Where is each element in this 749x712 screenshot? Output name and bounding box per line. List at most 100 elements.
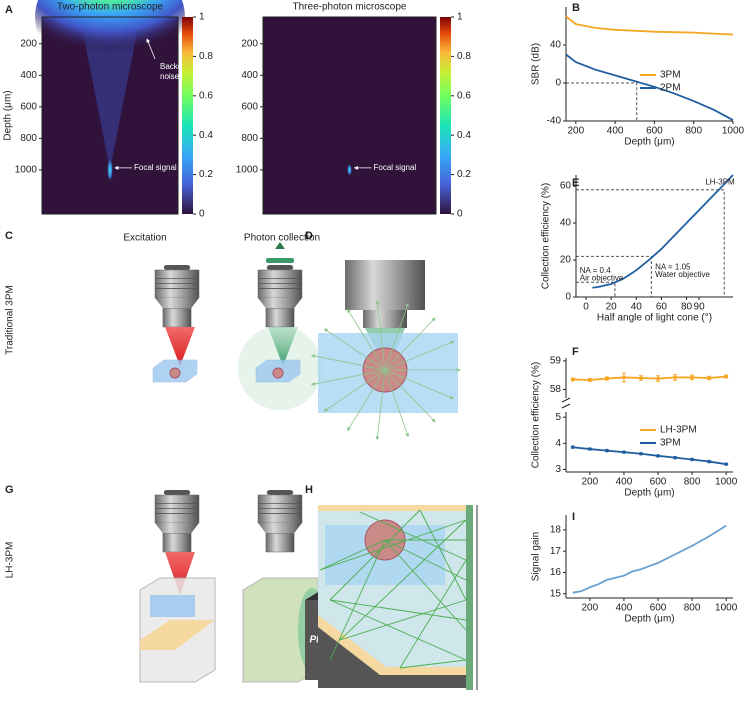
x-tick-label: 40 bbox=[631, 302, 643, 313]
illustration-label: Excitation bbox=[123, 233, 166, 244]
photon-ray bbox=[310, 354, 386, 371]
y-tick-label: 1000 bbox=[15, 165, 38, 176]
point bbox=[588, 447, 592, 451]
photon-ray bbox=[347, 369, 386, 432]
x-tick-label: 600 bbox=[650, 477, 667, 488]
colorbar-tick-label: 0.6 bbox=[457, 90, 471, 101]
y-tick-label: -40 bbox=[547, 116, 562, 127]
annotation: Air objective bbox=[580, 274, 624, 283]
point bbox=[622, 450, 626, 454]
photon-ray bbox=[329, 509, 421, 601]
chart-title: Two-photon microscope bbox=[57, 2, 164, 13]
annotation: LH-3PM bbox=[705, 178, 735, 187]
x-tick-label: 600 bbox=[646, 126, 663, 137]
legend-label: LH-3PM bbox=[660, 425, 697, 436]
point bbox=[673, 375, 677, 380]
photon-ray bbox=[329, 599, 467, 621]
colorbar-tick-label: 1 bbox=[457, 12, 463, 23]
photon-ray bbox=[384, 317, 436, 371]
objective-tip bbox=[162, 308, 192, 328]
photon-ray bbox=[319, 519, 467, 571]
y-tick-label: 15 bbox=[550, 588, 562, 599]
colorbar-tick-label: 0.4 bbox=[457, 130, 471, 141]
y-tick-label: 40 bbox=[550, 40, 562, 51]
y-tick-label: 600 bbox=[241, 101, 258, 112]
photon-ray bbox=[319, 539, 386, 571]
y-tick-label: 59 bbox=[550, 355, 562, 366]
colorbar-tick-label: 0.2 bbox=[199, 169, 213, 180]
x-tick-label: 200 bbox=[582, 603, 599, 614]
objective-tip bbox=[162, 533, 192, 553]
lh-reflector bbox=[140, 620, 215, 650]
panel-label: G bbox=[5, 484, 14, 496]
y-tick-label: 20 bbox=[560, 255, 572, 266]
photon-ray bbox=[310, 369, 386, 386]
x-tick-label: 200 bbox=[567, 126, 584, 137]
y-tick-label: 17 bbox=[550, 546, 562, 557]
photon-ray bbox=[375, 299, 386, 371]
panel-label: A bbox=[5, 4, 13, 16]
photon-ray bbox=[384, 369, 455, 400]
colorbar-tick-label: 1 bbox=[199, 12, 205, 23]
illustration-label: Photon collection bbox=[244, 233, 320, 244]
colorbar bbox=[440, 17, 451, 214]
lh-top bbox=[318, 505, 470, 511]
x-tick-label: 1000 bbox=[722, 126, 745, 137]
objective-tip bbox=[265, 308, 295, 328]
photon-ray bbox=[323, 369, 386, 412]
x-tick-label: 400 bbox=[616, 603, 633, 614]
legend-label: 3PM bbox=[660, 70, 681, 81]
point bbox=[571, 377, 575, 382]
illustration-label: Traditional 3PM bbox=[5, 285, 16, 355]
x-tick-label: 600 bbox=[650, 603, 667, 614]
panel-label: B bbox=[572, 2, 580, 14]
lh-reflector-edge bbox=[318, 615, 470, 675]
photon-ray bbox=[399, 659, 467, 669]
legend-label: 2PM bbox=[660, 83, 681, 94]
photon-ray bbox=[347, 308, 386, 371]
photon-ray bbox=[375, 369, 386, 441]
colorbar-tick-label: 0.6 bbox=[199, 90, 213, 101]
collection-cone bbox=[268, 327, 298, 366]
photon-ray bbox=[399, 559, 467, 669]
objective-tip bbox=[363, 310, 407, 328]
photon-ray bbox=[329, 539, 386, 661]
y-tick-label: 800 bbox=[241, 133, 258, 144]
point bbox=[724, 462, 728, 466]
axis-break bbox=[561, 397, 571, 409]
objective-cap bbox=[163, 490, 191, 495]
annotation: Background noise bbox=[160, 62, 203, 81]
point bbox=[656, 376, 660, 381]
point bbox=[707, 459, 711, 464]
photon-ray bbox=[419, 509, 467, 601]
objective-tip bbox=[265, 533, 295, 553]
panel-label: H bbox=[305, 484, 313, 496]
photon-ray bbox=[384, 369, 409, 438]
x-tick-label: 800 bbox=[684, 477, 701, 488]
point bbox=[622, 375, 626, 380]
y-axis-label: Collection efficiency (%) bbox=[531, 362, 542, 469]
frame bbox=[262, 16, 437, 215]
guide-line bbox=[566, 82, 638, 121]
y-tick-label: 3 bbox=[555, 464, 561, 475]
focal-spot bbox=[107, 157, 113, 182]
annotation: Focal signal bbox=[374, 163, 417, 172]
heatmap-background bbox=[263, 17, 436, 214]
annotation: NA = 0.4 bbox=[580, 266, 611, 275]
panel-label: I bbox=[572, 511, 575, 523]
panel-label: C bbox=[5, 230, 13, 242]
legend-label: 3PM bbox=[660, 438, 681, 449]
frame bbox=[41, 16, 179, 215]
point bbox=[690, 375, 694, 380]
x-axis-label: Depth (μm) bbox=[624, 614, 674, 625]
x-tick-label: 90 bbox=[694, 302, 706, 313]
photon-ray bbox=[384, 539, 467, 581]
panel-label: F bbox=[572, 346, 579, 358]
y-tick-label: 800 bbox=[20, 133, 37, 144]
point bbox=[690, 457, 694, 462]
x-tick-label: 0 bbox=[583, 302, 589, 313]
x-tick-label: 80 bbox=[681, 302, 693, 313]
detector-plane bbox=[466, 505, 473, 690]
excitation-cone bbox=[165, 327, 195, 366]
y-tick-label: 0 bbox=[565, 292, 571, 303]
